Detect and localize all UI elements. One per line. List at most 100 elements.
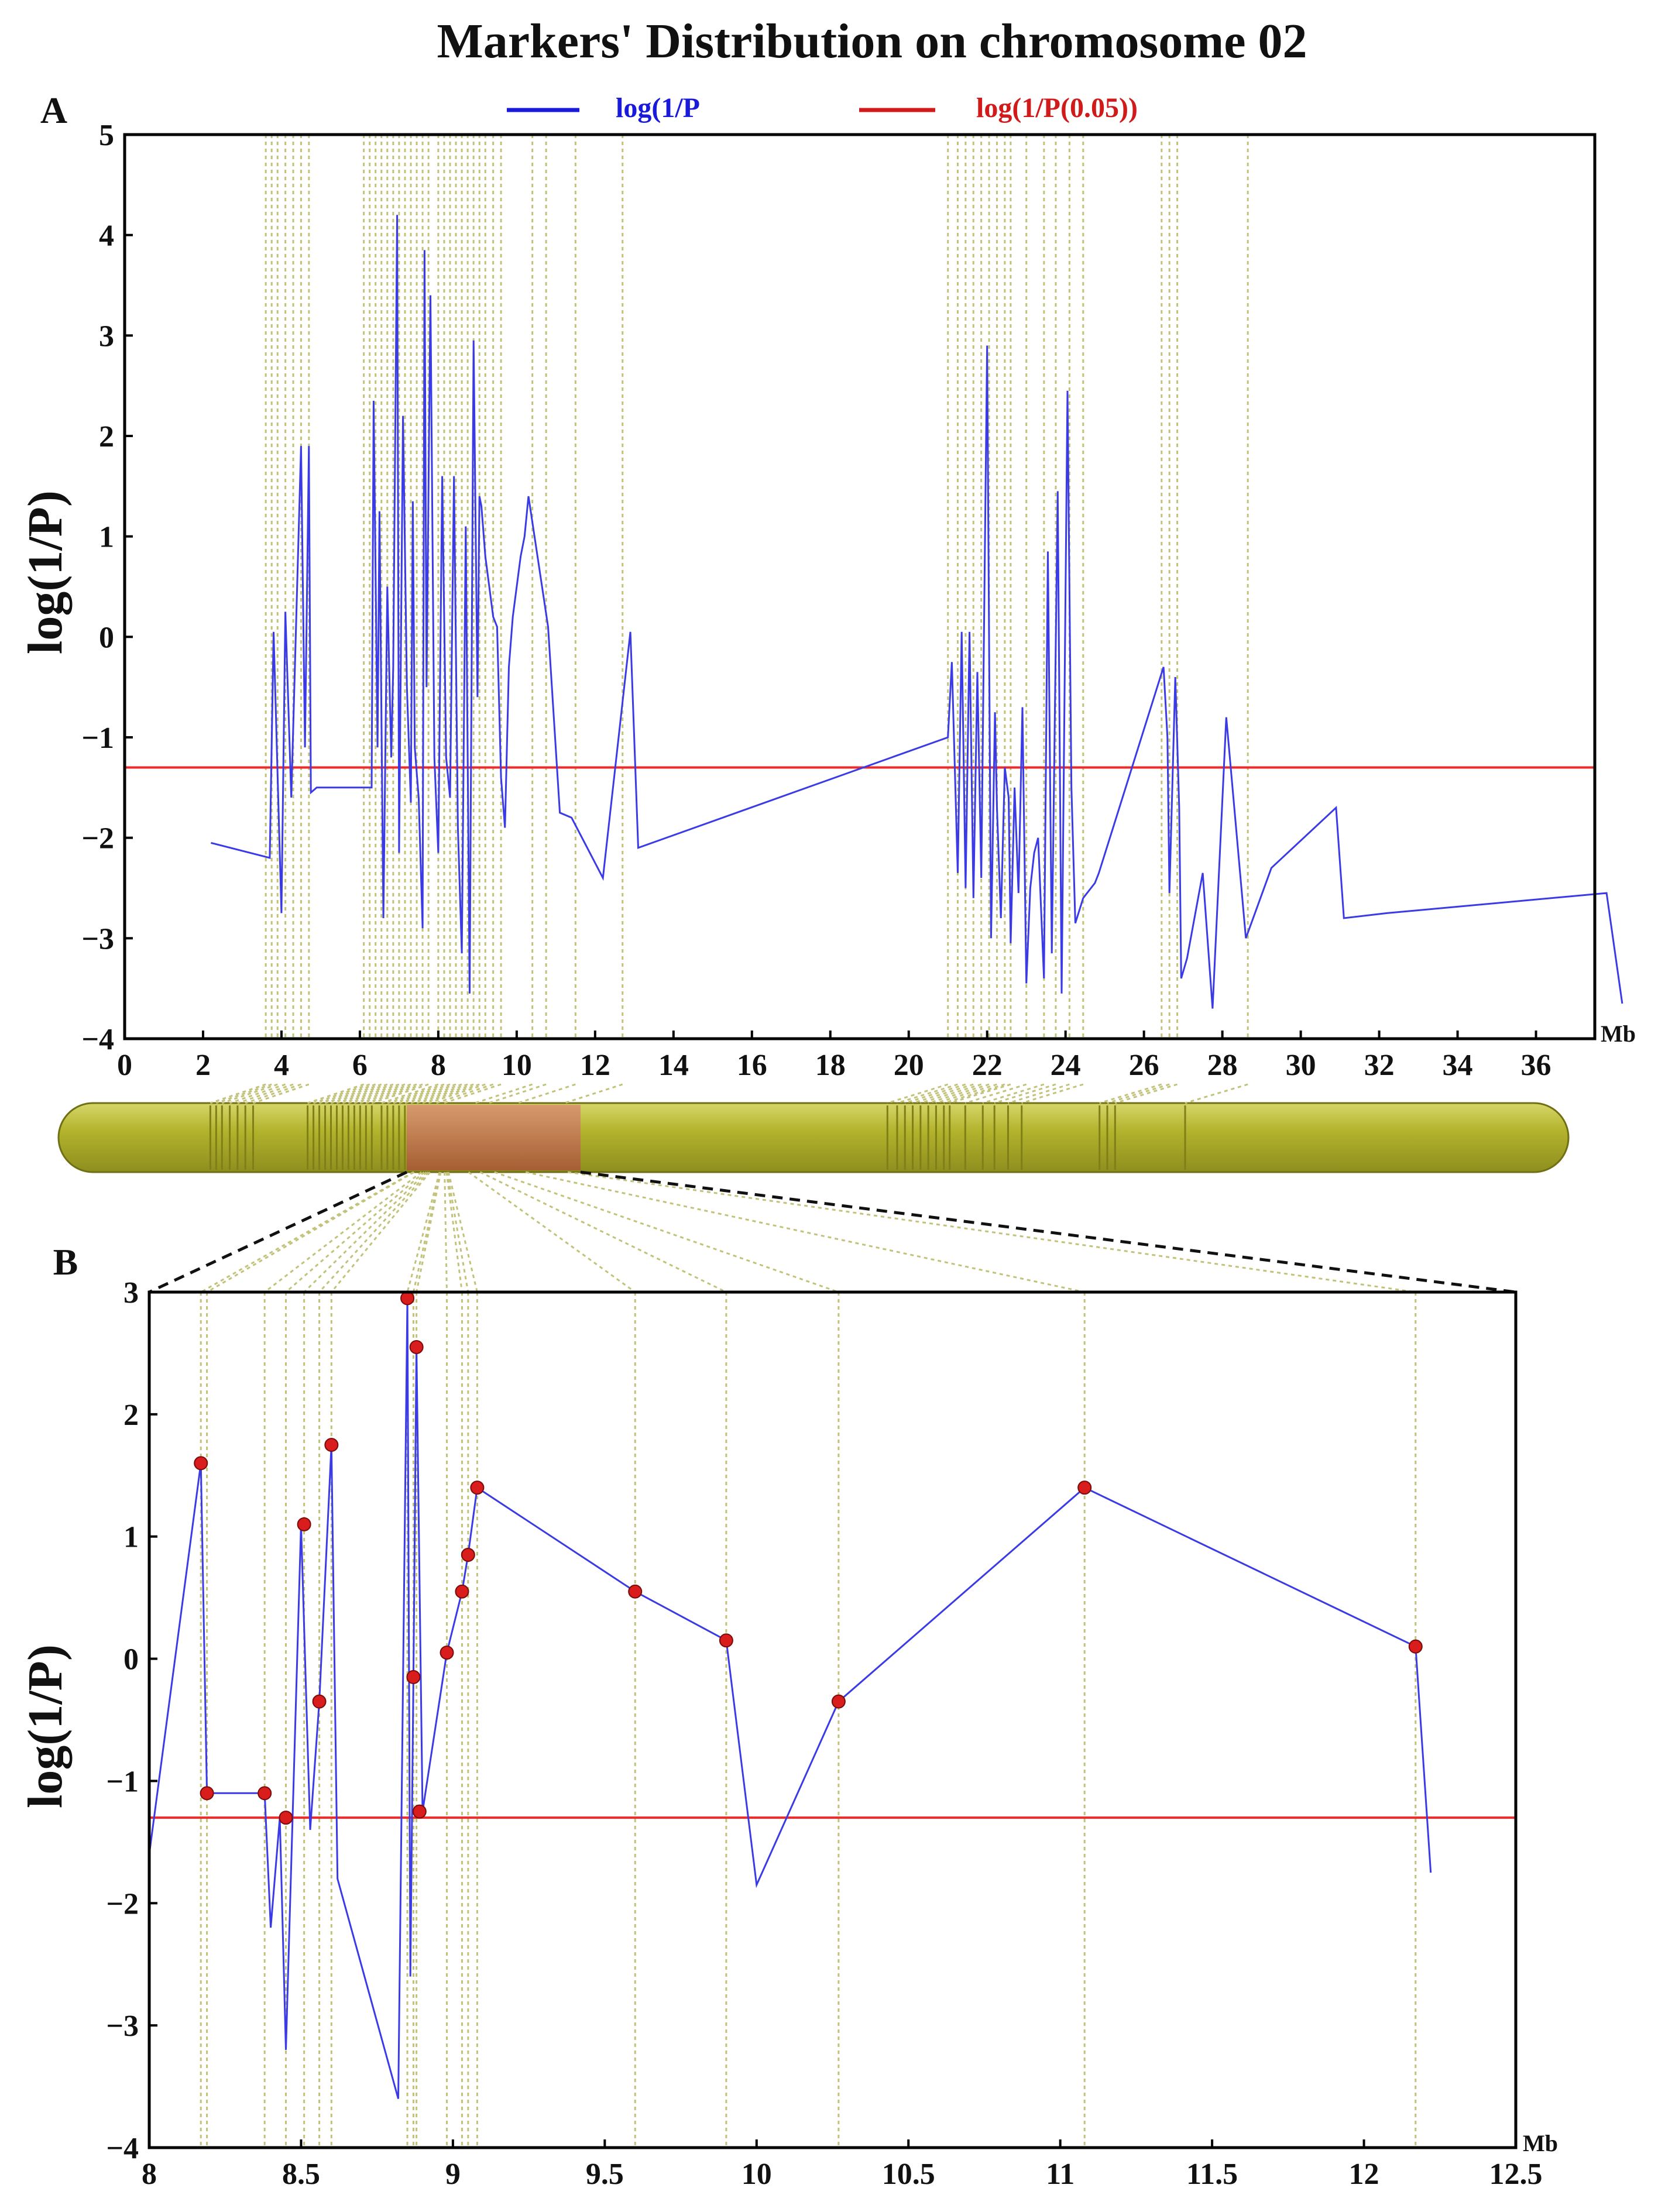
data-point xyxy=(400,1291,415,1306)
y-tick-label: −2 xyxy=(81,822,114,856)
data-point xyxy=(200,1786,214,1801)
marker-connectors-b xyxy=(148,1170,1516,1294)
data-point xyxy=(831,1694,846,1709)
panel-a-letter: A xyxy=(40,90,67,131)
x-tick-label: 8.5 xyxy=(282,2158,320,2191)
x-tick-label: 20 xyxy=(894,1049,924,1082)
x-tick-label: 36 xyxy=(1521,1049,1551,1082)
marker-connector xyxy=(342,1083,400,1104)
x-tick-label: 12.5 xyxy=(1489,2158,1543,2191)
marker-connector xyxy=(564,1083,623,1104)
marker-connector xyxy=(359,1083,417,1104)
x-unit-label: Mb xyxy=(1601,1021,1636,1047)
data-point xyxy=(1408,1639,1423,1654)
x-tick-label: 6 xyxy=(352,1049,368,1082)
y-tick-label: 1 xyxy=(123,1521,139,1554)
figure-title: Markers' Distribution on chromosome 02 xyxy=(437,14,1307,68)
panel-b-y-axis-label: log(1/P) xyxy=(18,1644,73,1808)
y-tick-label: −4 xyxy=(81,1023,114,1056)
y-tick-label: 1 xyxy=(99,521,114,554)
y-tick-label: −3 xyxy=(106,2010,139,2043)
marker-connector xyxy=(887,1083,949,1104)
marker-connector xyxy=(897,1083,958,1104)
data-point xyxy=(324,1438,339,1452)
marker-connector xyxy=(285,1171,425,1293)
x-tick-label: 9.5 xyxy=(586,2158,624,2191)
marker-connector xyxy=(215,1083,272,1104)
x-tick-label: 8 xyxy=(142,2158,157,2191)
x-tick-label: 2 xyxy=(195,1049,211,1082)
x-tick-label: 10.5 xyxy=(882,2158,935,2191)
x-tick-label: 32 xyxy=(1364,1049,1395,1082)
marker-connector xyxy=(381,1083,439,1104)
y-tick-label: 5 xyxy=(99,119,114,152)
zoom-connector-left xyxy=(148,1170,408,1294)
x-unit-label: Mb xyxy=(1523,2130,1558,2156)
marker-connector xyxy=(435,1083,494,1104)
marker-connector xyxy=(422,1083,480,1104)
x-tick-label: 11 xyxy=(1046,2158,1075,2191)
highlight-region xyxy=(407,1105,581,1170)
y-axis: 3 2 1 0 −1 −2 −3 −4 xyxy=(106,1276,157,2165)
x-tick-label: 34 xyxy=(1443,1049,1473,1082)
marker-connector xyxy=(229,1083,286,1104)
x-tick-label: 4 xyxy=(274,1049,289,1082)
data-point xyxy=(719,1633,733,1648)
marker-connector xyxy=(517,1083,576,1104)
series-log-p xyxy=(211,215,1623,1009)
data-point xyxy=(1077,1481,1092,1495)
y-tick-label: −1 xyxy=(81,722,114,755)
y-axis: 5 4 3 2 1 0 −1 −2 −3 −4 xyxy=(81,119,133,1056)
x-tick-label: 24 xyxy=(1051,1049,1081,1082)
marker-connector xyxy=(445,1172,463,1293)
marker-connector xyxy=(387,1083,445,1104)
data-point xyxy=(194,1456,208,1471)
panel-b-letter: B xyxy=(53,1241,78,1283)
marker-connector xyxy=(447,1172,478,1293)
y-tick-label: −4 xyxy=(106,2132,139,2165)
marker-connector xyxy=(325,1083,382,1104)
marker-connector xyxy=(237,1083,294,1104)
y-tick-label: 3 xyxy=(123,1276,139,1310)
x-tick-label: 10 xyxy=(742,2158,772,2191)
marker-connector xyxy=(365,1083,423,1104)
legend-curve-label: log(1/P xyxy=(616,92,700,123)
marker-connector xyxy=(475,1083,533,1104)
marker-connector xyxy=(443,1083,502,1104)
chromosome-body xyxy=(57,1102,1570,1173)
x-tick-label: 22 xyxy=(972,1049,1003,1082)
marker-connector xyxy=(331,1172,431,1293)
marker-connector xyxy=(416,1083,474,1104)
marker-connector xyxy=(446,1172,469,1293)
series-line xyxy=(211,215,1623,1009)
x-tick-label: 30 xyxy=(1286,1049,1316,1082)
marker-lines xyxy=(200,1292,1417,2148)
x-tick-label: 8 xyxy=(431,1049,446,1082)
marked-points xyxy=(194,1291,1423,1825)
marker-connector xyxy=(200,1171,414,1293)
marker-connector xyxy=(410,1083,468,1104)
plot-frame xyxy=(123,133,1597,1040)
marker-connector xyxy=(303,1171,427,1293)
x-axis: 8 8.5 9 9.5 10 10.5 11 11.5 12 12.5 xyxy=(142,2139,1543,2191)
marker-connector xyxy=(348,1083,406,1104)
y-tick-label: −2 xyxy=(106,1887,139,1921)
x-tick-label: 10 xyxy=(502,1049,532,1082)
marker-connector xyxy=(416,1172,442,1293)
marker-connector xyxy=(210,1083,266,1104)
zoom-connector-right xyxy=(580,1170,1516,1294)
x-tick-label: 11.5 xyxy=(1186,2158,1238,2191)
data-point xyxy=(406,1670,421,1684)
plot-frame xyxy=(147,1290,1518,2149)
x-tick-label: 12 xyxy=(580,1049,610,1082)
marker-connector xyxy=(336,1083,394,1104)
marker-connector xyxy=(428,1083,486,1104)
y-tick-label: 2 xyxy=(99,420,114,454)
marker-connector xyxy=(253,1083,310,1104)
y-tick-label: 4 xyxy=(99,219,114,253)
y-tick-label: 0 xyxy=(99,621,114,654)
marker-connector xyxy=(331,1083,388,1104)
marker-connector xyxy=(353,1083,411,1104)
